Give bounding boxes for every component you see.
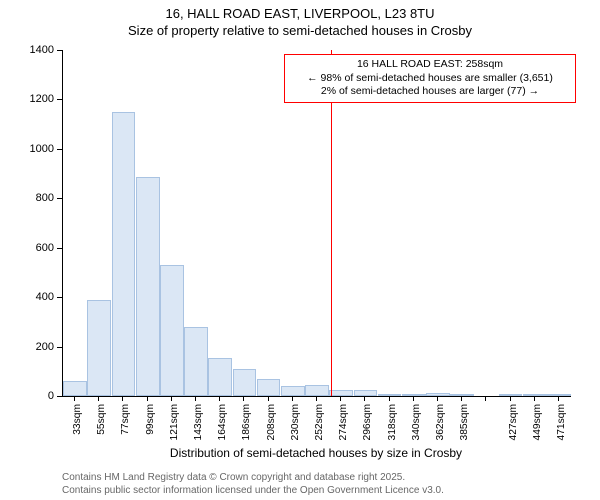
y-tick-label: 600 xyxy=(36,242,54,254)
histogram-bar xyxy=(160,265,184,396)
footer-text: Contains HM Land Registry data © Crown c… xyxy=(62,472,444,497)
x-tick-label: 385sqm xyxy=(459,404,470,440)
y-tick-mark xyxy=(57,347,62,348)
x-tick-label: 449sqm xyxy=(532,404,543,440)
y-tick-mark xyxy=(57,149,62,150)
histogram-bar xyxy=(184,327,208,396)
y-tick-label: 0 xyxy=(48,390,54,402)
histogram-bar xyxy=(257,379,281,396)
x-tick-mark xyxy=(243,396,244,401)
x-tick-label: 33sqm xyxy=(72,404,83,435)
y-tick-label: 400 xyxy=(36,291,54,303)
title-line-2: Size of property relative to semi-detach… xyxy=(0,23,600,40)
x-tick-mark xyxy=(122,396,123,401)
annotation-box: 16 HALL ROAD EAST: 258sqm ← 98% of semi-… xyxy=(284,54,576,103)
x-tick-label: 99sqm xyxy=(145,404,156,435)
y-tick-mark xyxy=(57,396,62,397)
x-tick-mark xyxy=(437,396,438,401)
x-tick-mark xyxy=(147,396,148,401)
histogram-bar xyxy=(233,369,257,396)
title-block: 16, HALL ROAD EAST, LIVERPOOL, L23 8TU S… xyxy=(0,0,600,40)
annotation-line-3: 2% of semi-detached houses are larger (7… xyxy=(291,85,569,99)
footer-line-1: Contains HM Land Registry data © Crown c… xyxy=(62,472,444,485)
histogram-bar xyxy=(281,386,305,396)
x-tick-label: 164sqm xyxy=(217,404,228,440)
x-tick-mark xyxy=(292,396,293,401)
x-tick-mark xyxy=(340,396,341,401)
x-tick-mark xyxy=(268,396,269,401)
histogram-bar xyxy=(305,385,329,396)
histogram-bar xyxy=(112,112,136,396)
x-tick-label: 362sqm xyxy=(435,404,446,440)
y-tick-mark xyxy=(57,198,62,199)
x-tick-mark xyxy=(171,396,172,401)
x-tick-label: 340sqm xyxy=(411,404,422,440)
x-tick-mark xyxy=(316,396,317,401)
x-tick-label: 296sqm xyxy=(362,404,373,440)
y-tick-label: 1000 xyxy=(30,143,54,155)
histogram-bar xyxy=(208,358,232,396)
histogram-bar xyxy=(402,394,426,396)
y-tick-mark xyxy=(57,297,62,298)
histogram-bar xyxy=(523,394,547,396)
x-tick-label: 143sqm xyxy=(193,404,204,440)
x-tick-mark xyxy=(461,396,462,401)
y-tick-mark xyxy=(57,50,62,51)
footer-line-2: Contains public sector information licen… xyxy=(62,485,444,498)
x-tick-label: 318sqm xyxy=(387,404,398,440)
x-tick-mark xyxy=(534,396,535,401)
title-line-1: 16, HALL ROAD EAST, LIVERPOOL, L23 8TU xyxy=(0,6,600,23)
histogram-bar xyxy=(426,393,450,396)
x-tick-label: 186sqm xyxy=(241,404,252,440)
x-tick-mark xyxy=(389,396,390,401)
x-tick-label: 208sqm xyxy=(266,404,277,440)
y-tick-mark xyxy=(57,248,62,249)
x-tick-mark xyxy=(195,396,196,401)
x-tick-label: 471sqm xyxy=(556,404,567,440)
x-tick-label: 252sqm xyxy=(314,404,325,440)
annotation-line-1: 16 HALL ROAD EAST: 258sqm xyxy=(291,58,569,72)
annotation-line-2: ← 98% of semi-detached houses are smalle… xyxy=(291,72,569,86)
histogram-bar xyxy=(63,381,87,396)
x-tick-mark xyxy=(485,396,486,401)
y-tick-label: 800 xyxy=(36,192,54,204)
x-tick-label: 55sqm xyxy=(96,404,107,435)
x-tick-label: 427sqm xyxy=(508,404,519,440)
y-tick-label: 1200 xyxy=(30,93,54,105)
x-tick-label: 121sqm xyxy=(169,404,180,440)
y-tick-mark xyxy=(57,99,62,100)
x-axis-label: Distribution of semi-detached houses by … xyxy=(62,446,570,460)
y-tick-label: 1400 xyxy=(30,44,54,56)
x-tick-label: 77sqm xyxy=(120,404,131,435)
x-tick-mark xyxy=(74,396,75,401)
x-tick-mark xyxy=(98,396,99,401)
chart-container: 16, HALL ROAD EAST, LIVERPOOL, L23 8TU S… xyxy=(0,0,600,500)
y-tick-label: 200 xyxy=(36,341,54,353)
histogram-bar xyxy=(136,177,160,396)
x-tick-label: 274sqm xyxy=(338,404,349,440)
x-tick-mark xyxy=(364,396,365,401)
x-tick-mark xyxy=(510,396,511,401)
histogram-bar xyxy=(87,300,111,396)
x-tick-label: 230sqm xyxy=(290,404,301,440)
x-tick-mark xyxy=(413,396,414,401)
x-tick-mark xyxy=(219,396,220,401)
x-tick-mark xyxy=(558,396,559,401)
histogram-bar xyxy=(547,394,571,396)
